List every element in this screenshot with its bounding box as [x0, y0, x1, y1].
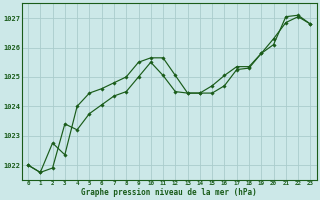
X-axis label: Graphe pression niveau de la mer (hPa): Graphe pression niveau de la mer (hPa) — [81, 188, 257, 197]
